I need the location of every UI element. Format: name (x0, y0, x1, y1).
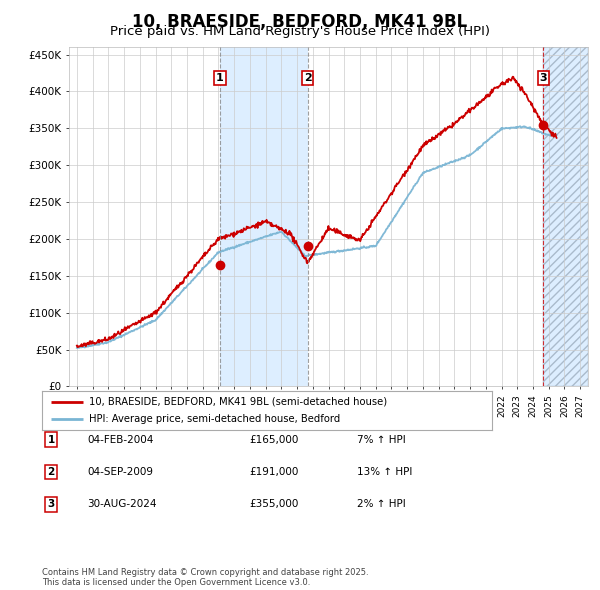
Text: 2: 2 (304, 73, 311, 83)
Text: Contains HM Land Registry data © Crown copyright and database right 2025.
This d: Contains HM Land Registry data © Crown c… (42, 568, 368, 587)
Text: 3: 3 (539, 73, 547, 83)
Text: 04-SEP-2009: 04-SEP-2009 (87, 467, 153, 477)
Text: 10, BRAESIDE, BEDFORD, MK41 9BL (semi-detached house): 10, BRAESIDE, BEDFORD, MK41 9BL (semi-de… (89, 396, 388, 407)
Text: 04-FEB-2004: 04-FEB-2004 (87, 435, 154, 444)
Text: 2: 2 (47, 467, 55, 477)
Text: 1: 1 (216, 73, 224, 83)
Text: 1: 1 (47, 435, 55, 444)
Bar (220, 47, 308, 386)
Text: £355,000: £355,000 (249, 500, 298, 509)
Text: 3: 3 (47, 500, 55, 509)
Text: £165,000: £165,000 (249, 435, 298, 444)
Text: 13% ↑ HPI: 13% ↑ HPI (357, 467, 412, 477)
Text: £191,000: £191,000 (249, 467, 298, 477)
Bar (544, 47, 588, 386)
Text: 10, BRAESIDE, BEDFORD, MK41 9BL: 10, BRAESIDE, BEDFORD, MK41 9BL (133, 13, 467, 31)
Text: Price paid vs. HM Land Registry's House Price Index (HPI): Price paid vs. HM Land Registry's House … (110, 25, 490, 38)
Text: 30-AUG-2024: 30-AUG-2024 (87, 500, 157, 509)
Text: 7% ↑ HPI: 7% ↑ HPI (357, 435, 406, 444)
Text: 2% ↑ HPI: 2% ↑ HPI (357, 500, 406, 509)
Text: HPI: Average price, semi-detached house, Bedford: HPI: Average price, semi-detached house,… (89, 414, 341, 424)
